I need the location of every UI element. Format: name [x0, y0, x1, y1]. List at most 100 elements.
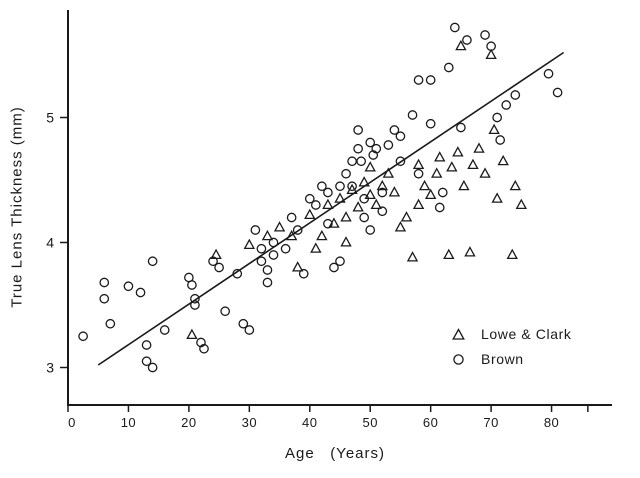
- data-point-circle: [353, 125, 363, 135]
- data-point-circle: [407, 110, 418, 120]
- data-point-circle: [353, 143, 363, 154]
- data-point-triangle: [394, 221, 407, 232]
- data-point-triangle: [364, 188, 376, 200]
- data-point-triangle: [340, 211, 352, 222]
- data-point-circle: [196, 337, 206, 348]
- data-point-circle: [105, 318, 116, 329]
- x-tick-label: 20: [181, 415, 196, 430]
- data-point-circle: [368, 150, 379, 160]
- data-point-circle: [341, 168, 351, 179]
- data-point-circle: [99, 293, 110, 304]
- data-point-circle: [359, 193, 370, 204]
- data-point-circle: [425, 75, 436, 85]
- data-point-triangle: [497, 154, 509, 166]
- data-point-triangle: [376, 179, 389, 191]
- data-point-triangle: [364, 161, 376, 172]
- data-point-triangle: [488, 123, 500, 135]
- data-point-circle: [437, 187, 448, 198]
- legend: Lowe & Clark Brown: [452, 326, 571, 376]
- data-point-circle: [298, 268, 309, 279]
- data-point-triangle: [431, 167, 443, 178]
- data-point-circle: [256, 243, 267, 254]
- data-point-circle: [190, 293, 200, 304]
- x-tick-label: 60: [423, 415, 438, 430]
- x-tick-label: 70: [483, 415, 498, 430]
- data-point-circle: [286, 212, 297, 223]
- data-point-triangle: [455, 39, 467, 51]
- data-point-circle: [413, 75, 424, 85]
- data-point-circle: [317, 181, 327, 192]
- data-point-circle: [208, 256, 218, 267]
- data-point-triangle: [346, 183, 358, 195]
- data-point-circle: [347, 156, 357, 167]
- data-point-circle: [335, 256, 345, 267]
- data-point-triangle: [316, 229, 328, 241]
- data-point-triangle: [412, 158, 425, 170]
- data-point-circle: [486, 41, 496, 52]
- data-point-triangle: [485, 48, 497, 60]
- data-point-circle: [268, 237, 279, 248]
- x-axis-label: Age (Years): [285, 445, 385, 462]
- data-point-circle: [543, 68, 554, 79]
- data-point-circle: [220, 306, 231, 317]
- x-tick-label: 80: [544, 415, 559, 430]
- y-tick-label: 3: [46, 360, 54, 376]
- data-point-triangle: [458, 179, 470, 191]
- data-point-circle: [383, 140, 394, 150]
- data-point-circle: [371, 143, 382, 154]
- x-tick-label: 0: [68, 415, 76, 430]
- data-point-circle: [262, 265, 273, 275]
- data-point-triangle: [340, 236, 352, 247]
- data-point-circle: [365, 137, 376, 148]
- data-point-triangle: [243, 238, 256, 250]
- data-point-circle: [256, 256, 267, 267]
- data-point-triangle: [515, 198, 528, 210]
- data-point-circle: [492, 112, 503, 123]
- data-point-triangle: [285, 229, 298, 241]
- data-point-triangle: [370, 198, 382, 210]
- y-tick-label: 5: [46, 110, 54, 126]
- data-point-circle: [323, 187, 333, 198]
- data-point-circle: [329, 262, 339, 273]
- data-point-circle: [552, 87, 563, 98]
- data-point-circle: [495, 135, 506, 145]
- triangle-marker-icon: [452, 327, 465, 340]
- data-point-circle: [356, 156, 367, 167]
- data-point-circle: [377, 187, 388, 198]
- x-tick-label: 40: [302, 415, 317, 430]
- data-point-triangle: [509, 179, 521, 191]
- data-point-circle: [141, 340, 152, 350]
- data-point-triangle: [491, 192, 503, 203]
- data-point-circle: [443, 62, 454, 73]
- data-point-circle: [199, 343, 209, 354]
- data-point-circle: [480, 30, 490, 40]
- data-point-circle: [395, 131, 406, 142]
- data-point-triangle: [273, 221, 286, 232]
- data-point-triangle: [322, 198, 334, 210]
- legend-item-brown: Brown: [452, 351, 571, 367]
- x-tick-label: 50: [362, 415, 377, 430]
- data-point-circle: [413, 168, 424, 179]
- data-point-triangle: [334, 192, 346, 203]
- data-point-triangle: [467, 158, 479, 170]
- data-point-circle: [268, 250, 279, 260]
- data-point-circle: [250, 225, 261, 235]
- data-point-circle: [159, 325, 170, 335]
- data-point-circle: [135, 287, 146, 298]
- data-point-triangle: [412, 198, 425, 210]
- data-point-circle: [238, 318, 249, 329]
- data-point-circle: [310, 200, 321, 210]
- legend-label-brown: Brown: [481, 351, 524, 367]
- data-point-circle: [449, 22, 460, 33]
- data-point-circle: [510, 90, 521, 100]
- data-point-circle: [425, 118, 436, 129]
- data-point-circle: [123, 281, 134, 292]
- data-point-triangle: [261, 229, 274, 241]
- x-tick-label: 30: [242, 415, 257, 430]
- data-point-circle: [141, 356, 152, 367]
- data-point-triangle: [443, 248, 455, 260]
- data-point-triangle: [506, 248, 518, 260]
- x-tick-label: 10: [121, 415, 136, 430]
